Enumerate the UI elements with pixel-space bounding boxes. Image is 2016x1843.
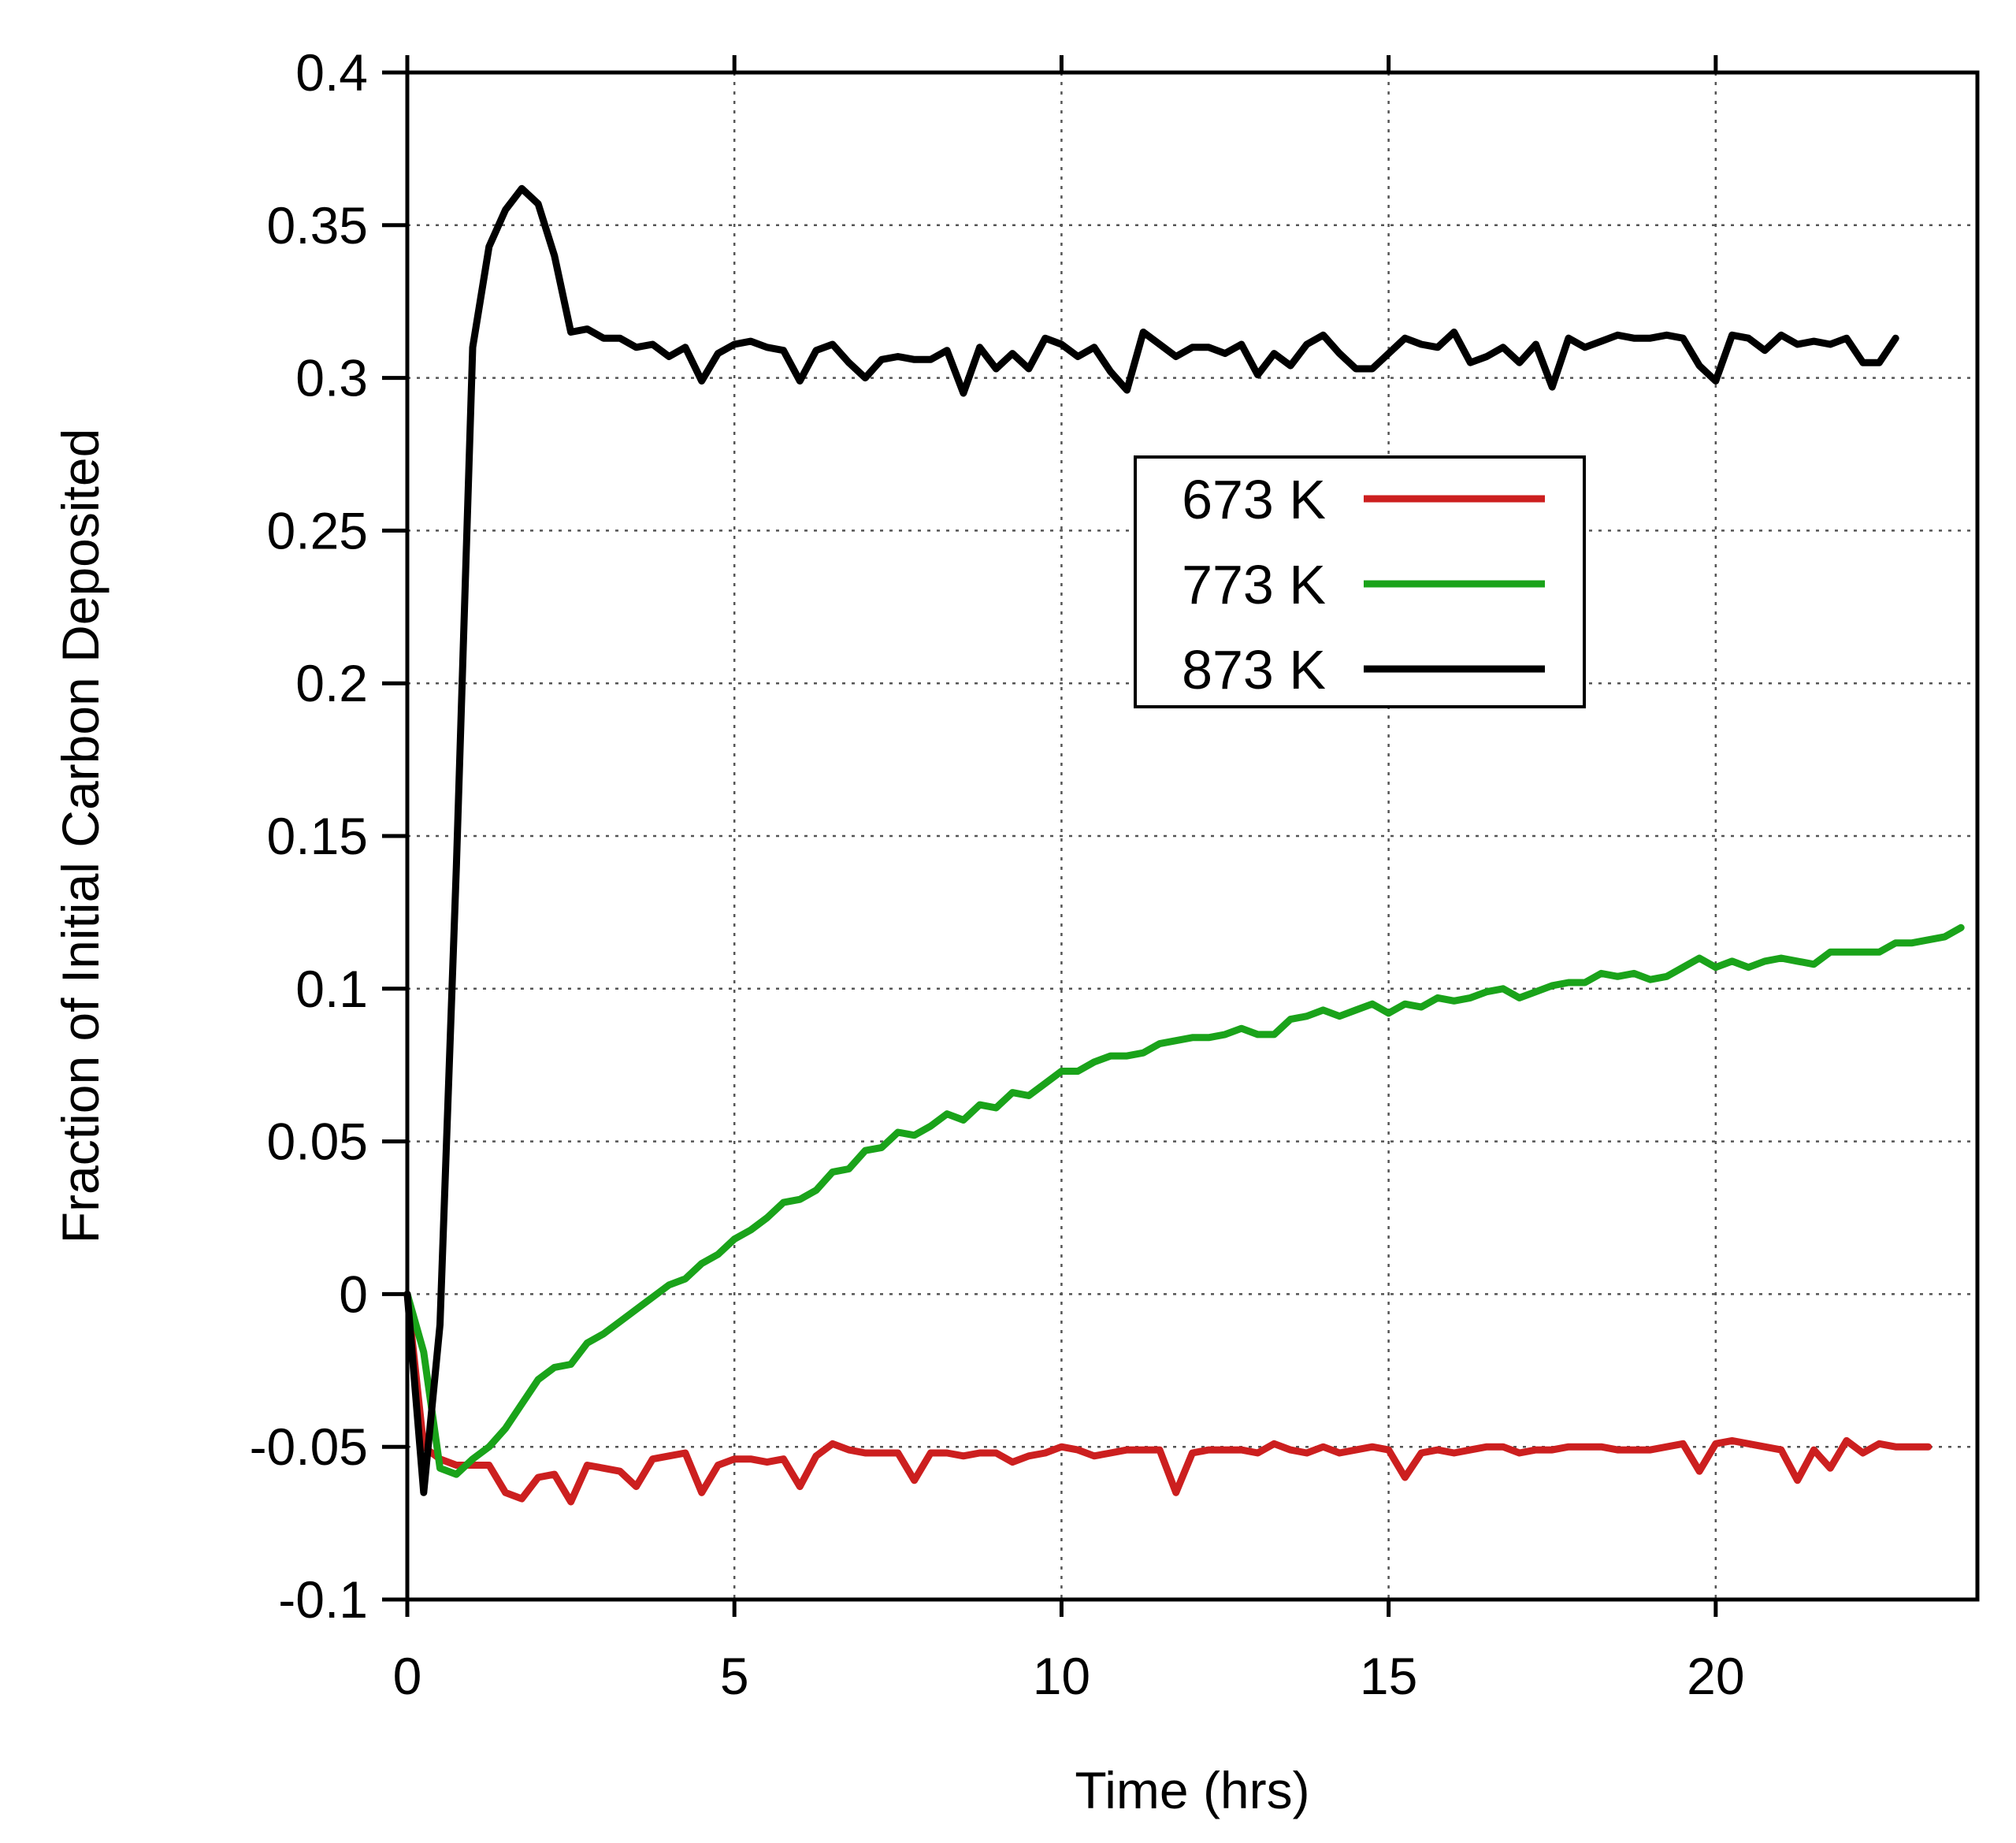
y-tick-label: -0.1	[278, 1570, 368, 1629]
y-tick-label: 0.2	[295, 654, 368, 712]
grid	[406, 71, 1977, 1601]
legend-items: 673 K 773 K 873 K	[1182, 469, 1545, 700]
legend-label-773-k: 773 K	[1182, 554, 1326, 615]
series-line-673-k	[403, 1290, 1932, 1506]
series-line-773-k	[403, 923, 1965, 1478]
legend-label-673-k: 673 K	[1182, 469, 1326, 530]
y-tick-label: 0	[339, 1265, 368, 1323]
x-tick-label: 0	[393, 1647, 422, 1705]
x-tick-labels: 0 5 10 15 20	[393, 1647, 1745, 1705]
axis-ticks	[382, 55, 1718, 1617]
y-axis-label: Fraction of Initial Carbon Deposited	[51, 429, 110, 1244]
y-tick-label: 0.4	[295, 43, 368, 102]
series-lines	[403, 184, 1965, 1506]
x-tick-label: 5	[720, 1647, 749, 1705]
x-axis-label: Time (hrs)	[1075, 1761, 1309, 1819]
y-tick-label: 0.15	[267, 807, 368, 865]
y-tick-label: 0.05	[267, 1113, 368, 1171]
y-tick-label: 0.1	[295, 960, 368, 1018]
y-tick-label: 0.25	[267, 501, 368, 559]
y-tick-label: 0.3	[295, 349, 368, 407]
x-tick-label: 15	[1360, 1647, 1417, 1705]
y-tick-label: -0.05	[250, 1418, 368, 1476]
x-tick-label: 10	[1033, 1647, 1090, 1705]
x-tick-label: 20	[1687, 1647, 1744, 1705]
legend-label-873-k: 873 K	[1182, 639, 1326, 700]
plot-frame	[405, 70, 1980, 1602]
y-tick-label: 0.35	[267, 196, 368, 255]
series-line-873-k	[403, 184, 1899, 1496]
legend: 673 K 773 K 873 K	[1134, 455, 1586, 708]
y-tick-labels: -0.1 -0.05 0 0.05 0.1 0.15 0.2 0.25 0.3 0.35 0.4	[250, 43, 368, 1629]
